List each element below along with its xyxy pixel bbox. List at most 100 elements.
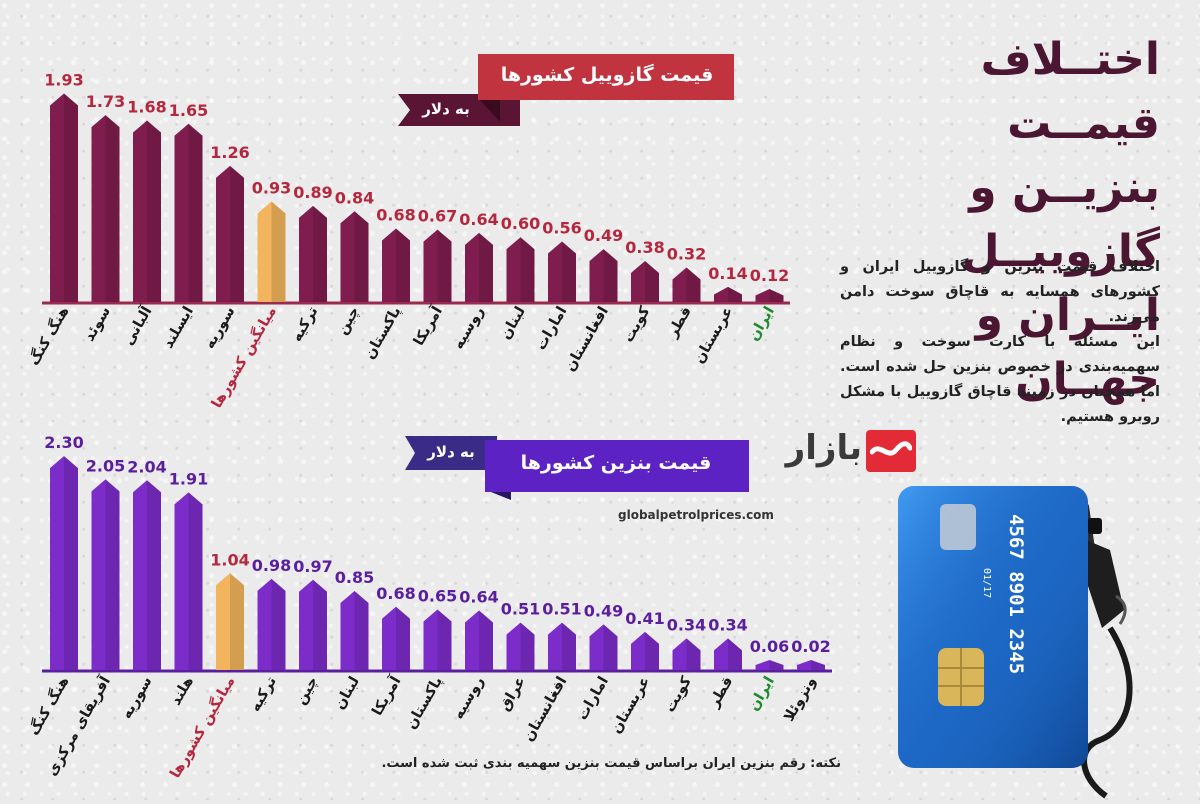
petrol-bar-shade-18	[811, 660, 825, 670]
petrol-bar-shade-2	[147, 480, 161, 670]
diesel-category-label-2: آلبانی	[119, 302, 156, 348]
diesel-value-label-11: 0.60	[501, 214, 540, 233]
bazaar-logo-text: بازار	[785, 428, 862, 468]
petrol-bar-shade-9	[437, 609, 452, 670]
petrol-bar-1	[91, 479, 120, 670]
petrol-bar-shade-10	[479, 610, 493, 670]
diesel-category-label-9: آمریکا	[409, 302, 446, 349]
diesel-bar-shade-2	[147, 120, 161, 302]
petrol-category-label-0: هنگ کنگ	[24, 673, 72, 738]
diesel-bar-1	[91, 115, 120, 302]
description: اختلاف قیمت بنزین و گازوییل ایران و کشور…	[840, 255, 1160, 430]
petrol-category-label-18: ونزوئلا	[781, 674, 819, 724]
diesel-bar-shade-6	[313, 205, 327, 302]
petrol-bar-14	[631, 631, 659, 670]
petrol-bar-shade-8	[396, 606, 410, 670]
diesel-banner-shape	[398, 54, 734, 126]
petrol-value-label-2: 2.04	[127, 457, 166, 476]
petrol-bar-shade-16	[728, 638, 742, 670]
diesel-bar-shade-9	[437, 229, 452, 302]
petrol-value-label-15: 0.34	[667, 615, 706, 634]
petrol-bar-shade-5	[271, 578, 286, 670]
petrol-value-label-8: 0.68	[376, 584, 415, 603]
petrol-category-label-7: لبنان	[332, 674, 363, 712]
petrol-value-label-14: 0.41	[625, 609, 664, 628]
petrol-bar-8	[382, 606, 410, 670]
petrol-bar-shade-1	[105, 479, 120, 670]
diesel-value-label-8: 0.68	[376, 206, 415, 225]
petrol-category-label-9: پاکستان	[403, 674, 446, 732]
diesel-category-label-3: ایسلند	[160, 304, 197, 351]
petrol-bar-shade-11	[520, 622, 535, 670]
diesel-value-label-6: 0.89	[293, 183, 332, 202]
petrol-bar-11	[506, 622, 535, 670]
petrol-chart-unit: به دلار	[427, 443, 475, 461]
diesel-bar-shade-16	[728, 286, 742, 302]
fuel-card-shape	[898, 486, 1088, 768]
diesel-bar-14	[631, 260, 659, 302]
diesel-bar-4	[216, 165, 244, 302]
petrol-value-label-18: 0.02	[791, 637, 830, 656]
diesel-bar-shade-17	[769, 289, 784, 302]
petrol-category-label-2: سوریه	[119, 674, 156, 722]
diesel-category-label-6: ترکیه	[289, 304, 322, 345]
petrol-category-label-14: عربستان	[608, 674, 653, 736]
petrol-banner-shape	[405, 436, 749, 500]
diesel-category-label-15: قطر	[664, 304, 695, 341]
diesel-bar-shade-13	[603, 249, 618, 302]
petrol-bar-shade-14	[645, 631, 659, 670]
page-title: اختــلاف قیمــت بنزیــن و گازوییــل ایــ…	[840, 28, 1160, 412]
bazaar-logo: بازار	[786, 428, 916, 478]
diesel-bar-8	[382, 228, 410, 302]
diesel-value-label-10: 0.64	[459, 210, 498, 229]
diesel-category-label-16: عربستان	[691, 304, 736, 366]
petrol-bar-10	[465, 610, 493, 670]
diesel-bar-10	[465, 232, 493, 302]
diesel-bar-shade-10	[479, 232, 493, 302]
petrol-bar-shade-12	[562, 622, 576, 670]
diesel-chart-unit: به دلار	[422, 100, 470, 118]
diesel-value-label-3: 1.65	[169, 101, 208, 120]
diesel-value-label-7: 0.84	[335, 188, 374, 207]
petrol-category-label-10: روسیه	[450, 674, 487, 722]
diesel-bar-6	[299, 205, 327, 302]
petrol-bar-shade-7	[354, 590, 369, 670]
title-line-3: ایــران و جهــان	[975, 290, 1160, 405]
petrol-value-label-0: 2.30	[44, 433, 83, 452]
petrol-category-label-5: ترکیه	[247, 674, 280, 715]
title-line-1: اختــلاف قیمــت	[980, 34, 1160, 149]
diesel-value-label-0: 1.93	[44, 71, 83, 90]
petrol-category-label-11: عراق	[497, 674, 529, 714]
diesel-bar-3	[174, 123, 203, 302]
diesel-value-label-2: 1.68	[127, 98, 166, 117]
petrol-chart-title: قیمت بنزین کشورها	[520, 452, 712, 474]
petrol-value-label-11: 0.51	[501, 600, 540, 619]
diesel-category-label-13: افغانستان	[562, 304, 612, 374]
petrol-bar-13	[589, 624, 618, 670]
petrol-value-label-13: 0.49	[584, 601, 623, 620]
petrol-bar-18	[797, 660, 825, 670]
diesel-bar-12	[548, 241, 576, 302]
hose-shape	[1081, 626, 1133, 799]
diesel-category-label-8: پاکستان	[362, 304, 405, 362]
petrol-bar-shade-17	[769, 660, 784, 670]
diesel-bar-shade-8	[396, 228, 410, 302]
diesel-bar-shade-7	[354, 211, 369, 302]
diesel-value-label-1: 1.73	[86, 92, 125, 111]
petrol-category-label-17: ایران	[746, 674, 778, 714]
diesel-bar-shade-15	[686, 267, 701, 302]
footnote: نکته: رقم بنزین ایران براساس قیمت بنزین …	[381, 756, 841, 771]
diesel-bar-0	[50, 93, 78, 302]
diesel-bar-7	[340, 211, 369, 302]
diesel-value-label-17: 0.12	[750, 266, 789, 285]
diesel-bar-2	[133, 120, 161, 302]
petrol-bar-12	[548, 622, 576, 670]
petrol-bar-shade-0	[64, 456, 78, 670]
diesel-bar-shade-14	[645, 260, 659, 302]
diesel-bar-11	[506, 237, 535, 302]
petrol-category-label-15: کویت	[662, 674, 695, 716]
fuel-card-illustration: 4567 8901 2345 01/17	[880, 478, 1200, 800]
diesel-bar-13	[589, 249, 618, 302]
petrol-value-label-4: 1.04	[210, 550, 249, 569]
